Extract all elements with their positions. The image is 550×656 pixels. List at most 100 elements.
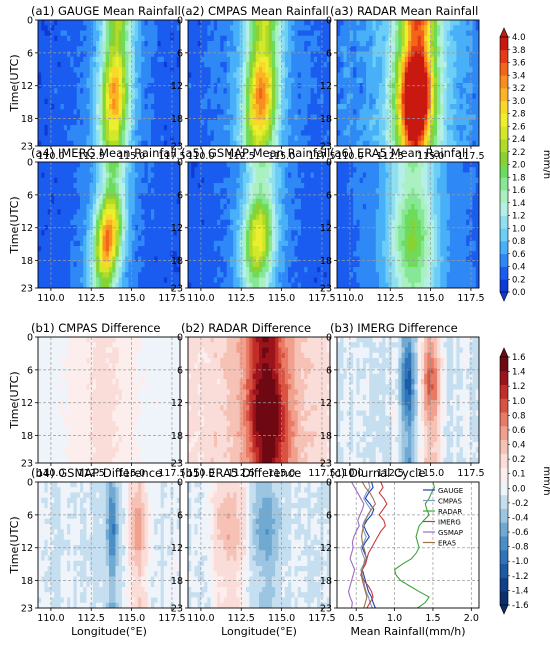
heatmap-cell [150,261,155,268]
heatmap-cell [92,93,97,100]
heatmap-cell [275,93,279,100]
heatmap-cell [427,51,432,58]
heatmap-cell [249,130,254,137]
heatmap-cell [317,183,321,189]
heatmap-cell [57,93,62,100]
heatmap-cell [67,198,71,205]
heatmap-cell [424,77,428,84]
heatmap-cell [291,193,296,200]
heatmap-cell [60,77,65,84]
heatmap-cell [449,20,454,26]
heatmap-cell [109,188,113,195]
heatmap-cell [170,56,175,63]
heatmap-cell [154,240,159,247]
heatmap-cell [70,219,75,226]
heatmap-cell [47,56,52,63]
heatmap-cell [60,209,65,216]
heatmap-cell [395,41,399,47]
heatmap-cell [313,93,318,100]
heatmap-cell [188,214,192,221]
heatmap-cell [385,98,390,105]
heatmap-cell [233,62,238,68]
heatmap-cell [427,25,432,32]
heatmap-cell [375,140,380,146]
heatmap-cell [369,20,374,26]
heatmap-cell [57,98,62,105]
heatmap-cell [112,114,117,121]
heatmap-cell [83,51,88,58]
heatmap-cell [200,25,205,32]
heatmap-cell [131,30,136,37]
heatmap-cell [150,20,155,26]
heatmap-cell [154,193,159,200]
heatmap-cell [138,51,142,58]
heatmap-cell [60,46,65,53]
heatmap-cell [226,25,231,32]
heatmap-cell [73,198,78,205]
heatmap-cell [176,162,180,168]
heatmap-cell [408,140,412,146]
heatmap-cell [141,230,146,237]
heatmap-cell [160,204,165,210]
heatmap-cell [131,167,136,174]
heatmap-cell [297,93,302,100]
heatmap-cell [102,261,107,268]
heatmap-cell [197,209,202,216]
heatmap-cell [268,98,273,105]
heatmap-cell [191,209,196,216]
heatmap-cell [138,267,142,273]
heatmap-cell [128,272,133,279]
heatmap-cell [44,30,49,37]
heatmap-cell [154,93,159,100]
heatmap-cell [446,20,451,26]
heatmap-cell [210,172,215,179]
heatmap-cell [281,204,286,210]
heatmap-cell [414,83,419,89]
heatmap-cell [220,77,225,84]
heatmap-cell [115,272,120,279]
heatmap-cell [96,62,100,68]
heatmap-cell [278,188,283,195]
heatmap-cell [112,46,117,53]
heatmap-cell [233,198,238,205]
heatmap-cell [157,219,162,226]
heatmap-cell [233,88,238,95]
heatmap-cell [76,246,81,252]
heatmap-cell [388,41,393,47]
heatmap-cell [38,72,42,79]
heatmap-cell [102,51,107,58]
heatmap-cell [259,30,263,37]
heatmap-cell [466,62,470,68]
heatmap-cell [99,130,104,137]
heatmap-cell [337,62,341,68]
heatmap-cell [70,272,75,279]
heatmap-cell [313,193,318,200]
heatmap-cell [242,46,247,53]
heatmap-cell [105,198,110,205]
heatmap-cell [382,41,387,47]
heatmap-cell [38,88,42,95]
heatmap-cell [167,135,171,142]
heatmap-cell [188,72,192,79]
heatmap-cell [443,35,448,42]
heatmap-cell [404,109,409,116]
heatmap-cell [304,209,309,216]
heatmap-cell [163,162,168,168]
heatmap-cell [54,183,58,189]
heatmap-cell [38,67,42,74]
heatmap-cell [79,125,84,131]
heatmap-cell [86,62,91,68]
heatmap-cell [440,77,445,84]
heatmap-cell [326,204,330,210]
heatmap-cell [223,198,228,205]
heatmap-cell [141,209,146,216]
heatmap-cell [207,209,212,216]
panel-title: (a4) IMERG Mean Rainfall [31,146,177,160]
heatmap-cell [134,261,139,268]
heatmap-cell [300,162,305,168]
heatmap-cell [300,225,305,231]
heatmap-cell [109,256,113,263]
heatmap-cell [472,125,477,131]
heatmap-cell [128,204,133,210]
